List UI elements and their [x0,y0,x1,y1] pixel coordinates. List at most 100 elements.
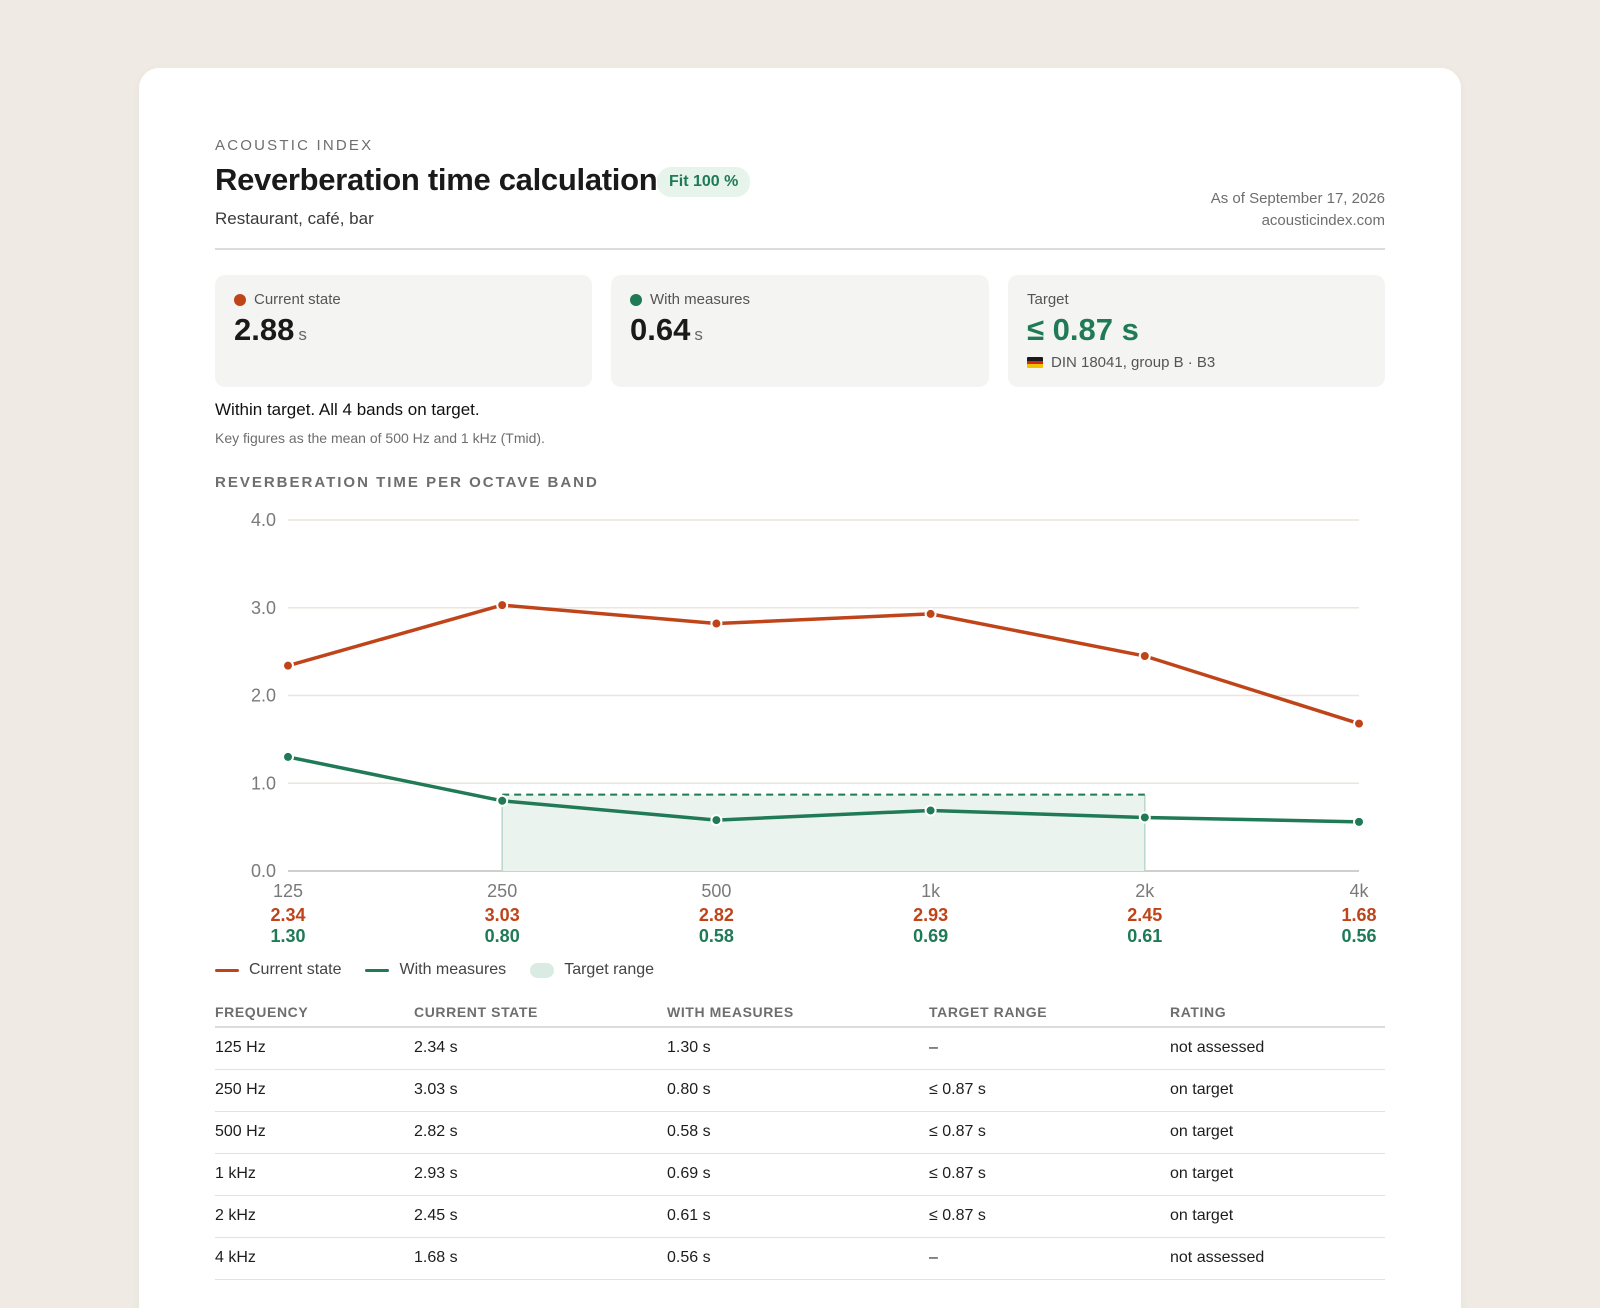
x-tick-label: 250 [487,881,517,901]
data-point [282,659,294,672]
y-tick-label: 1.0 [251,773,276,793]
frequency-cell: 2 kHz [215,1195,414,1238]
rating-cell: on target [1170,1195,1385,1238]
value-label: 2.82 [699,905,734,925]
y-tick-label: 3.0 [251,598,276,618]
germany-flag-icon [1027,357,1043,368]
target-range-cell: – [929,1237,1170,1280]
table-row: 500 Hz 2.82 s 0.58 s ≤ 0.87 s on target [215,1111,1385,1154]
rating-cell: on target [1170,1069,1385,1112]
data-point [1353,717,1365,730]
kpi-label: Target [1027,291,1069,308]
kpi-unit: s [694,325,703,344]
target-range-cell: ≤ 0.87 s [929,1195,1170,1238]
chart-legend: Current state With measures Target range [215,961,654,979]
value-label: 3.03 [485,905,520,925]
current-state-cell: 2.82 s [414,1111,667,1154]
with-measures-cell: 0.61 s [667,1195,929,1238]
status-note: Key figures as the mean of 500 Hz and 1 … [215,430,545,446]
legend-item-target-range: Target range [530,961,654,979]
kpi-target: Target ≤ 0.87 s DIN 18041, group B · B3 [1008,275,1385,387]
frequency-cell: 4 kHz [215,1237,414,1280]
x-tick-label: 2k [1135,881,1155,901]
frequency-cell: 500 Hz [215,1111,414,1154]
series-line-with-measures [287,755,1360,824]
current-state-line-icon [215,968,239,972]
frequency-cell: 125 Hz [215,1027,414,1070]
data-point [924,607,937,620]
column-header: RATING [1170,997,1385,1028]
x-tick-label: 125 [273,881,303,901]
column-header: WITH MEASURES [667,997,929,1028]
data-point [496,599,509,612]
kpi-value: 0.64 [630,312,691,347]
value-label: 1.30 [270,926,305,946]
kpi-unit: s [298,325,307,344]
rating-cell: on target [1170,1111,1385,1154]
value-label: 2.93 [913,905,948,925]
with-measures-dot-icon [630,293,642,306]
target-range-band [502,794,1145,871]
column-header: CURRENT STATE [414,997,667,1028]
data-point [710,617,723,630]
rating-cell: on target [1170,1153,1385,1196]
report-meta: As of September 17, 2026 acousticindex.c… [1211,188,1385,232]
value-label: 0.69 [913,926,948,946]
y-tick-label: 4.0 [251,510,276,530]
with-measures-cell: 0.58 s [667,1111,929,1154]
x-tick-label: 4k [1349,881,1369,901]
target-range-cell: ≤ 0.87 s [929,1111,1170,1154]
legend-item-current: Current state [215,961,341,979]
table-row: 250 Hz 3.03 s 0.80 s ≤ 0.87 s on target [215,1069,1385,1112]
frequency-cell: 1 kHz [215,1153,414,1196]
data-point [1138,650,1151,663]
target-range-cell: – [929,1027,1170,1070]
data-point [496,794,509,807]
with-measures-cell: 1.30 s [667,1027,929,1070]
series-line-current-state [287,603,1360,726]
kpi-with-measures: With measures 0.64 s [611,275,989,387]
octave-band-table: FREQUENCY CURRENT STATE WITH MEASURES TA… [215,997,1385,1280]
current-state-cell: 3.03 s [414,1069,667,1112]
target-range-cell: ≤ 0.87 s [929,1153,1170,1196]
table-row: 125 Hz 2.34 s 1.30 s – not assessed [215,1027,1385,1070]
legend-label: With measures [399,961,507,978]
target-range-swatch-icon [530,962,555,978]
value-label: 0.61 [1127,926,1162,946]
fit-badge: Fit 100 % [657,167,751,197]
with-measures-cell: 0.80 s [667,1069,929,1112]
legend-label: Target range [564,961,655,978]
norm-reference: DIN 18041, group B · B3 [1051,354,1216,371]
rating-cell: not assessed [1170,1027,1385,1070]
x-tick-label: 500 [701,881,731,901]
with-measures-cell: 0.56 s [667,1237,929,1280]
value-label: 0.58 [699,926,734,946]
kpi-label: Current state [254,291,341,308]
chart-section-title: REVERBERATION TIME PER OCTAVE BAND [215,474,599,491]
kpi-value: 2.88 [234,312,295,347]
value-label: 0.80 [485,926,520,946]
data-point [1353,815,1365,828]
x-tick-label: 1k [921,881,941,901]
target-range-cell: ≤ 0.87 s [929,1069,1170,1112]
kpi-current-state: Current state 2.88 s [215,275,592,387]
current-state-cell: 2.93 s [414,1153,667,1196]
page-title: Reverberation time calculation [215,162,658,197]
value-label: 2.34 [270,905,305,925]
table-header-row: FREQUENCY CURRENT STATE WITH MEASURES TA… [215,997,1385,1028]
column-header: TARGET RANGE [929,997,1170,1028]
with-measures-cell: 0.69 s [667,1153,929,1196]
site-link[interactable]: acousticindex.com [1261,212,1385,229]
table-row: 1 kHz 2.93 s 0.69 s ≤ 0.87 s on target [215,1153,1385,1196]
data-point [1138,811,1151,824]
data-point [924,804,937,817]
current-state-cell: 2.45 s [414,1195,667,1238]
legend-label: Current state [249,961,342,978]
legend-item-with-measures: With measures [365,961,506,979]
column-header: FREQUENCY [215,997,414,1028]
y-tick-label: 0.0 [251,861,276,881]
reverberation-chart: 0.0 1.0 2.0 3.0 4.0 125 2.341.30 250 3.030.80 500… [251,510,1377,946]
status-summary: Within target. All 4 bands on target. [215,400,480,419]
value-label: 1.68 [1341,905,1376,925]
with-measures-line-icon [365,968,390,972]
